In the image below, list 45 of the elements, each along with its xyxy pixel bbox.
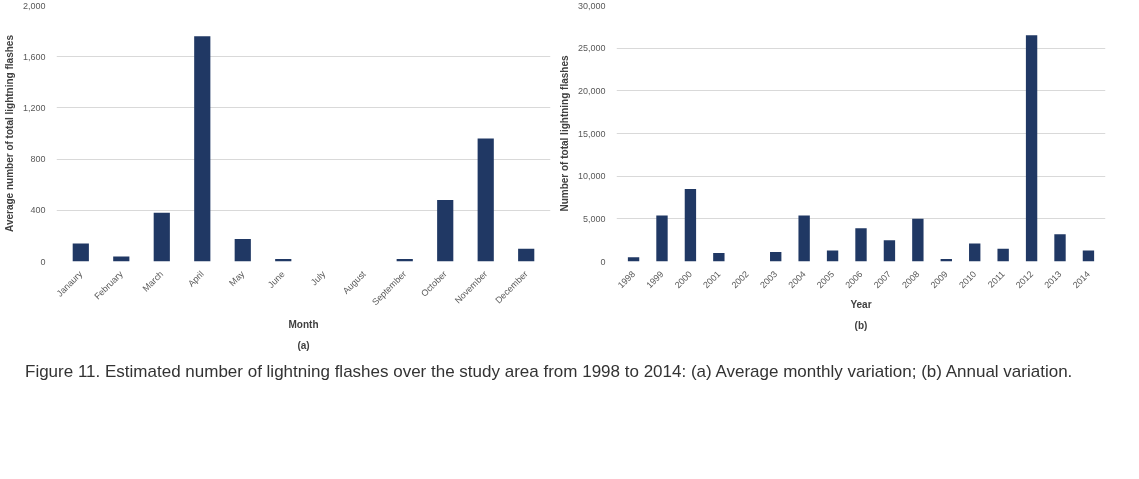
bar	[477, 138, 494, 262]
bar	[912, 218, 924, 262]
y-tick-label: 0	[600, 256, 606, 267]
bar	[713, 252, 725, 262]
y-tick-label: 25,000	[577, 43, 606, 54]
bar	[883, 240, 896, 262]
x-axis-title: Month	[288, 318, 319, 330]
y-tick-label: 400	[30, 205, 46, 216]
bar	[826, 250, 839, 262]
y-axis-title: Average number of total lightning flashes	[3, 34, 15, 232]
bar	[1082, 250, 1095, 262]
bar	[153, 212, 170, 262]
bar	[798, 215, 810, 262]
y-tick-label: 15,000	[577, 128, 606, 139]
bar	[518, 248, 535, 262]
bar	[113, 256, 130, 262]
y-tick-label: 2,000	[22, 0, 46, 11]
bar	[234, 239, 251, 262]
bar	[684, 188, 697, 262]
x-tick-label: July	[308, 268, 328, 288]
bar	[855, 228, 867, 262]
text: (b)	[854, 319, 868, 331]
bar	[770, 252, 782, 262]
y-tick-label: 5,000	[582, 213, 606, 224]
y-tick-label: 0	[40, 256, 46, 267]
bar	[656, 215, 668, 262]
bar	[1054, 234, 1066, 262]
bar	[437, 200, 454, 262]
bar	[627, 257, 640, 262]
x-axis-title: Year	[850, 298, 872, 310]
y-tick-label: 30,000	[577, 0, 606, 11]
y-tick-label: 10,000	[577, 171, 606, 182]
y-tick-label: 1,200	[22, 102, 46, 113]
y-axis-title: Number of total lightning flashes	[558, 55, 570, 212]
y-tick-label: 800	[30, 154, 46, 165]
y-tick-label: 20,000	[577, 85, 606, 96]
bar	[72, 243, 89, 262]
bar	[194, 36, 211, 262]
caption: Figure 11. Estimated number of lightning flashes over the study area from 1998 to 2014: (a) Average monthly variation; (b) Annual variation.	[25, 361, 1073, 383]
bar	[1025, 35, 1038, 262]
bar	[997, 248, 1009, 262]
bar	[969, 243, 981, 262]
y-tick-label: 1,600	[22, 51, 46, 62]
x-tick-label: May	[227, 268, 247, 289]
text: (a)	[297, 339, 310, 351]
